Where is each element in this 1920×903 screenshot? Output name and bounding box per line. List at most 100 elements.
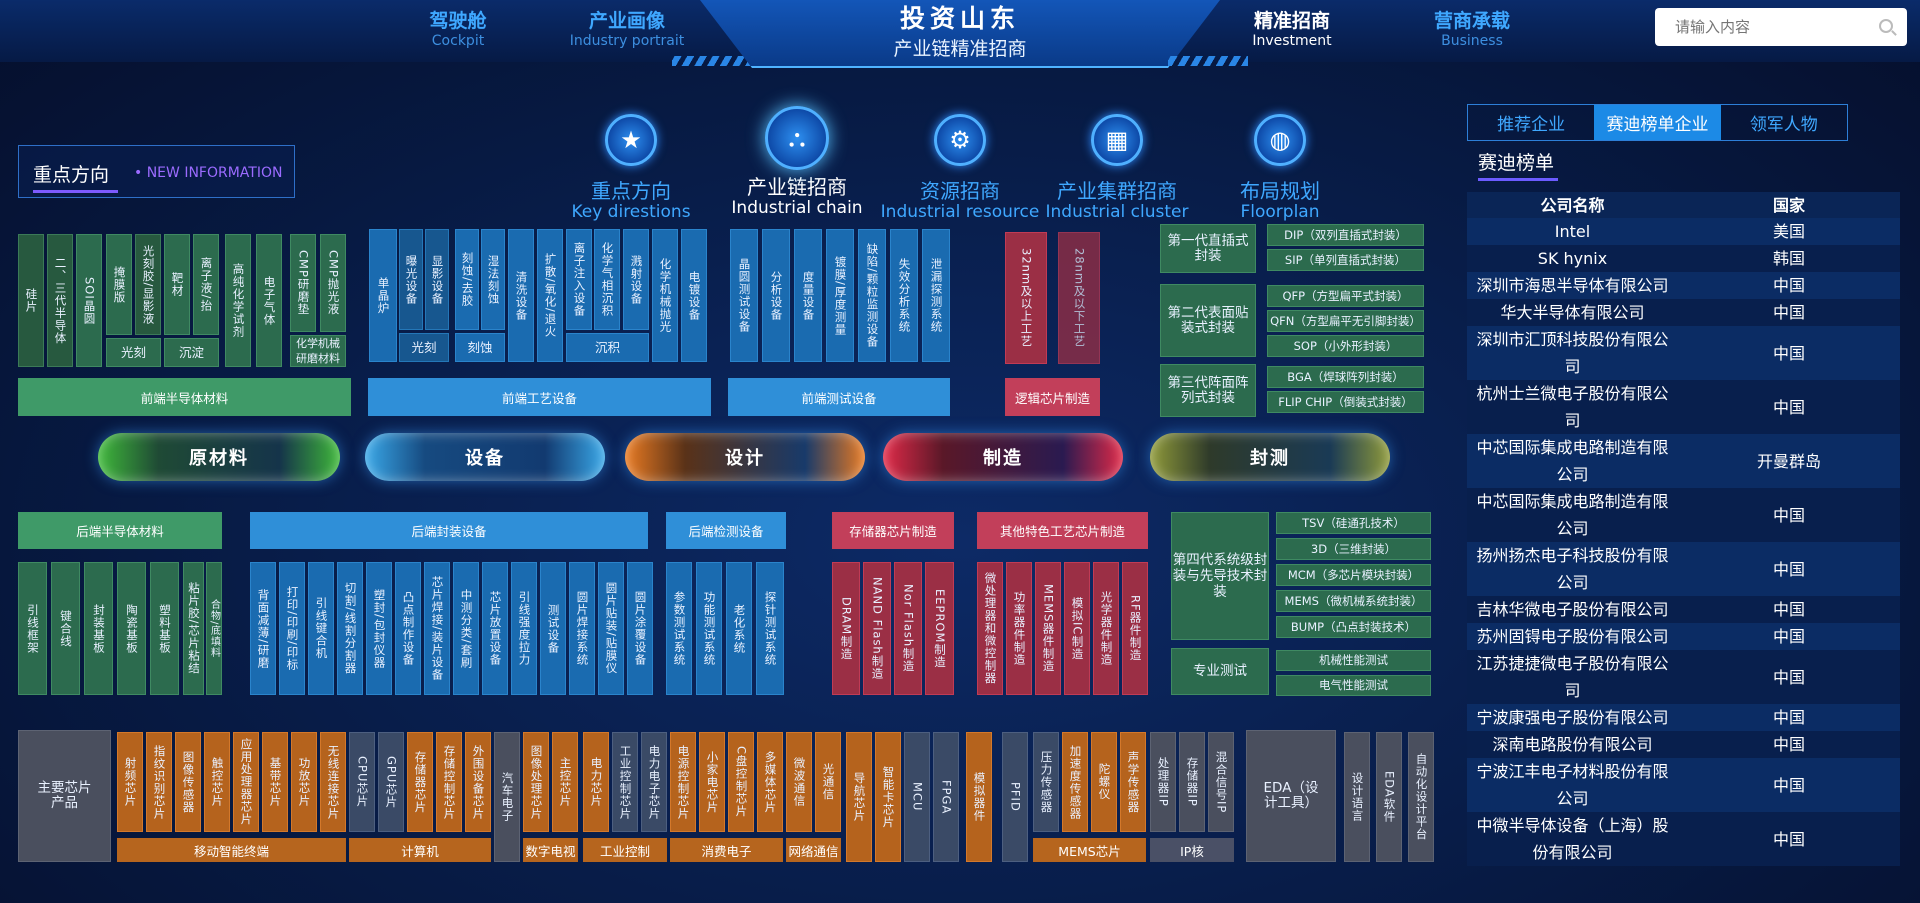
chain-group[interactable]: 沉淀 [164,338,219,367]
table-row[interactable]: 中微半导体设备（上海）股份有限公司 中国 [1467,812,1900,866]
chain-node[interactable]: DRAM制造 [832,562,860,695]
chain-node[interactable]: 封装基板 [84,562,113,695]
chip-product[interactable]: 存储器IP [1179,732,1205,832]
chain-node[interactable]: 模拟IC制造 [1064,562,1090,695]
chain-node[interactable]: 硅片 [18,234,44,367]
chip-product[interactable]: 主控芯片 [552,732,578,832]
chain-node[interactable]: 中测分类/套刷 [453,562,479,695]
chain-node[interactable]: 背面减薄/研磨 [250,562,276,695]
chain-node[interactable]: 化学气相沉积 [594,229,620,330]
chip-product[interactable]: 处理器IP [1150,732,1176,832]
tab-industrial-resource[interactable]: ⚙ 资源招商 Industrial resource [880,114,1040,222]
search-box[interactable] [1655,8,1907,46]
chain-node[interactable]: 测试设备 [540,562,566,695]
package-gen-4[interactable]: 第四代系统级封装与先导技术封装 [1171,512,1269,640]
chain-node[interactable]: 32nm及以上工艺 [1005,232,1047,364]
chain-node[interactable]: 打印/印刷/印标 [279,562,305,695]
package-item[interactable]: BGA（焊球阵列封装） [1267,366,1424,388]
chain-node[interactable]: 掩膜版 [106,234,132,335]
chip-product[interactable]: 外围设备芯片 [465,732,491,832]
chip-product[interactable]: 微波通信 [786,732,812,832]
package-item[interactable]: SOP（小外形封装） [1267,335,1424,357]
group-ip-core[interactable]: IP核 [1150,838,1234,862]
pill-equipment[interactable]: 设备 [365,433,605,481]
category-front-test-equipment[interactable]: 前端测试设备 [728,378,950,416]
package-gen-2[interactable]: 第二代表面贴装式封装 [1160,284,1256,357]
chip-product[interactable]: 电力电子芯片 [641,732,667,832]
chain-node[interactable]: 老化系统 [726,562,752,695]
special-test-item[interactable]: 电气性能测试 [1276,675,1431,696]
chain-node[interactable]: 扩散/氧化/退火 [537,229,563,362]
group-mems-chip[interactable]: MEMS芯片 [1033,838,1146,862]
chain-node[interactable]: 参数测试系统 [666,562,692,695]
tab-floorplan[interactable]: ◍ 布局规划 Floorplan [1200,114,1360,222]
chip-product[interactable]: 加速度传感器 [1062,732,1088,832]
chain-node[interactable]: 离子液/抬 [193,234,219,335]
category-front-materials[interactable]: 前端半导体材料 [18,378,351,416]
table-row[interactable]: 宁波康强电子股份有限公司 中国 [1467,704,1900,731]
chip-product[interactable]: 功放芯片 [291,732,317,832]
chain-node[interactable]: 湿法刻蚀 [481,229,505,330]
nav-industry-portrait[interactable]: 产业画像 Industry portrait [532,10,722,50]
chip-product[interactable]: C盘控制芯片 [728,732,754,832]
package-item[interactable]: MEMS（微机械系统封装） [1276,590,1431,612]
chain-node[interactable]: 镀膜/厚度测量 [826,229,854,362]
pill-manufacturing[interactable]: 制造 [883,433,1123,481]
chain-node[interactable]: 圆片贴装/贴膜仪 [598,562,624,695]
chip-product[interactable]: EDA软件 [1376,732,1402,862]
tab-key-directions[interactable]: ★ 重点方向 Key direstions [551,114,711,222]
chain-node[interactable]: 切割/线割分割器 [337,562,363,695]
category-front-process-equipment[interactable]: 前端工艺设备 [368,378,711,416]
chain-node[interactable]: 芯片焊接/装片设备 [424,562,450,695]
chain-node[interactable]: 刻蚀/去胶 [455,229,479,330]
category-memory-chip[interactable]: 存储器芯片制造 [832,512,954,549]
group-consumer-electronics[interactable]: 消费电子 [670,838,783,862]
search-icon[interactable] [1879,19,1893,33]
chain-node[interactable]: 清洗设备 [508,229,534,362]
chip-product[interactable]: CPU芯片 [349,732,375,832]
package-item[interactable]: BUMP（凸点封装技术） [1276,616,1431,638]
chain-node[interactable]: 功率器件制造 [1006,562,1032,695]
chip-product[interactable]: 设计语言 [1344,732,1370,862]
chain-node[interactable]: 芯片放置设备 [482,562,508,695]
table-row[interactable]: 扬州扬杰电子科技股份有限公司 中国 [1467,542,1900,596]
package-item[interactable]: MCM（多芯片模块封装） [1276,564,1431,586]
chip-product[interactable]: 存储器芯片 [407,732,433,832]
chip-product[interactable]: GPU芯片 [378,732,404,832]
tab-leaders[interactable]: 领军人物 [1749,115,1818,135]
package-gen-1[interactable]: 第一代直插式封装 [1160,224,1256,273]
chip-product[interactable]: 电力芯片 [583,732,609,832]
chain-node[interactable]: 化学机械抛光 [652,229,678,362]
chain-group[interactable]: 化学机械研磨材料 [290,335,346,367]
chip-product[interactable]: MCU [904,732,930,862]
chain-node[interactable]: 微处理器和微控制器 [977,562,1003,695]
chip-product[interactable]: 射频芯片 [117,732,143,832]
group-computer[interactable]: 计算机 [349,838,491,862]
table-row[interactable]: 吉林华微电子股份有限公司 中国 [1467,596,1900,623]
chain-node[interactable]: 溅射设备 [623,229,649,330]
tab-industrial-cluster[interactable]: ▦ 产业集群招商 Industrial cluster [1037,114,1197,222]
table-row[interactable]: 杭州士兰微电子股份有限公司 中国 [1467,380,1900,434]
pill-packaging-test[interactable]: 封测 [1150,433,1390,481]
group-industrial-control[interactable]: 工业控制 [583,838,667,862]
chip-product[interactable]: 电源控制芯片 [670,732,696,832]
chip-product[interactable]: 导航芯片 [846,732,872,862]
chain-node[interactable]: 失效分析系统 [890,229,918,362]
chain-node[interactable]: RF器件制造 [1122,562,1148,695]
table-row[interactable]: 深南电路股份有限公司 中国 [1467,731,1900,758]
chain-node[interactable]: 电子气体 [256,234,282,367]
package-item[interactable]: FLIP CHIP（倒装式封装） [1267,391,1424,413]
category-back-packaging-equipment[interactable]: 后端封装设备 [250,512,648,549]
chain-group[interactable]: 刻蚀 [455,333,505,362]
tab-recommended[interactable]: 推荐企业 [1497,115,1566,135]
chain-node[interactable]: 28nm及以下工艺 [1058,232,1100,364]
chain-group[interactable]: 光刻 [399,333,449,362]
table-row[interactable]: 深圳市汇顶科技股份有限公司 中国 [1467,326,1900,380]
chip-product[interactable]: 基带芯片 [262,732,288,832]
chain-node[interactable]: Nor Flash制造 [894,562,922,695]
chain-node[interactable]: 缺陷/颗粒监测设备 [858,229,886,362]
package-item[interactable]: QFP（方型扁平式封装） [1267,285,1424,307]
chip-product[interactable]: 存储控制芯片 [436,732,462,832]
chip-product[interactable]: 压力传感器 [1033,732,1059,832]
category-back-materials[interactable]: 后端半导体材料 [18,512,222,549]
